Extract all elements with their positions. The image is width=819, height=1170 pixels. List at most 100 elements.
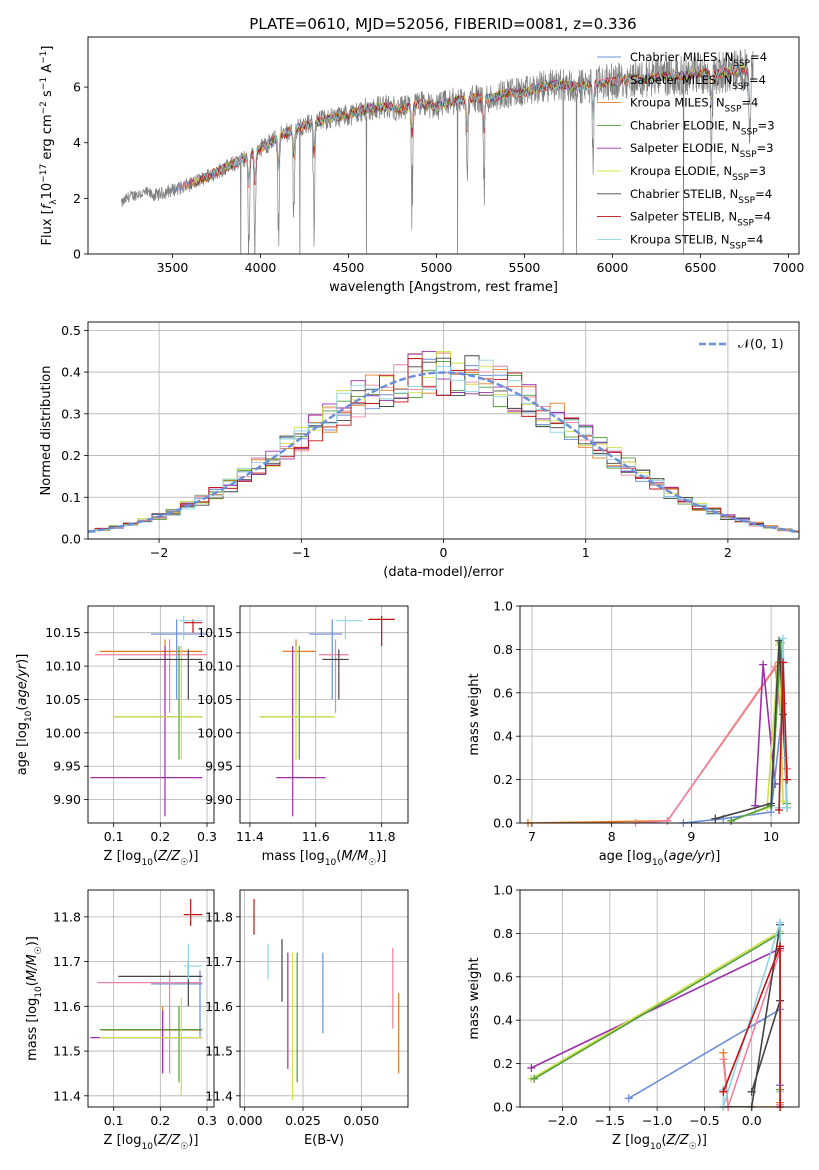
- y-tick-label: 4: [73, 135, 81, 150]
- legend-label: Salpeter ELODIE, NSSP=3: [630, 141, 773, 160]
- y-tick-label: 0.4: [493, 729, 513, 744]
- y-tick-label: 11.8: [53, 909, 81, 924]
- y-tick-label: 10.15: [45, 625, 81, 640]
- x-tick-label: 2: [724, 545, 732, 560]
- weight-marker: [779, 634, 788, 643]
- y-tick-label: 1.0: [493, 883, 513, 898]
- spectrum-legend: Chabrier MILES, NSSP=4 Salpeter MILES, NS…: [597, 50, 775, 251]
- legend-label: Chabrier ELODIE, NSSP=3: [630, 118, 775, 137]
- x-tick-label: 7: [528, 829, 536, 844]
- x-tick-label: 0.3: [197, 1113, 217, 1128]
- legend-label: Salpeter STELIB, NSSP=4: [630, 210, 771, 229]
- y-tick-label: 0.1: [61, 490, 81, 505]
- x-axis-label: Z [log10(Z/Z☉)]: [104, 1133, 199, 1152]
- y-tick-label: 0.3: [61, 406, 81, 421]
- axes-frame: [519, 889, 800, 1108]
- x-axis-label: (data-model)/error: [383, 565, 504, 580]
- x-tick-label: 0.3: [197, 829, 217, 844]
- age-vs-Z-panel: 0.1 0.2 0.3 9.90 9.95 10.00 10.05 10.10 10.15 Z […: [15, 605, 217, 868]
- x-tick-label: 11.6: [302, 829, 330, 844]
- y-tick-label: 9.90: [205, 792, 233, 807]
- y-tick-label: 0.4: [493, 1013, 513, 1028]
- y-tick-label: 0.5: [61, 323, 81, 338]
- weight-marker: [779, 710, 788, 719]
- y-tick-label: 0.8: [493, 642, 513, 657]
- weight-marker: [719, 1087, 728, 1096]
- weight-vs-age-panel: 7 8 9 10 0.0 0.2 0.4 0.6 0.8 1.0 age [log10(age/yr…: [467, 599, 800, 868]
- y-tick-label: 11.4: [53, 1088, 81, 1103]
- x-tick-label: 0.025: [285, 1113, 321, 1128]
- x-tick-label: 9: [687, 829, 695, 844]
- x-axis-label: mass [log10(M/M☉)]: [262, 849, 387, 868]
- x-axis-label: E(B-V): [304, 1133, 344, 1148]
- x-tick-label: 3500: [157, 260, 189, 275]
- y-tick-label: 10.15: [197, 625, 233, 640]
- weight-marker: [624, 1094, 633, 1103]
- weight-marker: [767, 799, 776, 808]
- legend-label: Kroupa MILES, NSSP=4: [630, 96, 758, 115]
- x-tick-label: 5500: [509, 260, 541, 275]
- y-tick-label: 0.2: [61, 448, 81, 463]
- y-tick-label: 0.8: [493, 926, 513, 941]
- figure-title: PLATE=0610, MJD=52056, FIBERID=0081, z=0…: [249, 15, 636, 33]
- x-tick-label: 4500: [333, 260, 365, 275]
- y-tick-label: 11.7: [205, 954, 233, 969]
- x-tick-label: 4000: [245, 260, 277, 275]
- weight-marker: [727, 816, 736, 825]
- x-tick-label: 0: [440, 545, 448, 560]
- y-tick-label: 11.7: [53, 954, 81, 969]
- y-tick-label: 10.05: [45, 692, 81, 707]
- y-tick-label: 0.2: [493, 1056, 513, 1071]
- y-tick-label: 0.0: [493, 1100, 513, 1115]
- x-tick-label: −2: [150, 545, 168, 560]
- x-tick-label: −2.0: [547, 1113, 577, 1128]
- x-axis-label: wavelength [Angstrom, rest frame]: [329, 280, 558, 295]
- y-tick-label: 2: [73, 191, 81, 206]
- y-tick-label: 0.0: [493, 816, 513, 831]
- legend-label: Kroupa STELIB, NSSP=4: [630, 232, 763, 251]
- y-tick-label: 1.0: [493, 599, 513, 614]
- legend-label: Chabrier STELIB, NSSP=4: [630, 187, 772, 206]
- weight-marker: [776, 918, 785, 927]
- histogram-step: [88, 360, 799, 533]
- axes-frame: [239, 889, 409, 1108]
- x-tick-label: 0.050: [343, 1113, 379, 1128]
- x-tick-label: 5000: [421, 260, 453, 275]
- weight-marker: [663, 816, 672, 825]
- axes-frame: [87, 321, 800, 540]
- x-tick-label: 0.2: [150, 1113, 170, 1128]
- x-tick-label: 0.000: [227, 1113, 263, 1128]
- y-tick-label: 10.00: [197, 725, 233, 740]
- age-vs-mass-panel: 11.4 11.6 11.8 9.90 9.95 10.00 10.05 10.10 10.15…: [197, 605, 409, 868]
- weight-marker: [530, 1074, 539, 1083]
- y-tick-label: 11.5: [53, 1044, 81, 1059]
- y-tick-label: 0: [73, 247, 81, 262]
- y-tick-label: 10.00: [45, 725, 81, 740]
- axes-frame: [519, 605, 800, 824]
- x-tick-label: 7000: [773, 260, 805, 275]
- weight-marker: [711, 814, 720, 823]
- x-tick-label: 0.0: [742, 1113, 762, 1128]
- legend-label: Kroupa ELODIE, NSSP=3: [630, 164, 766, 183]
- y-axis-label: age [log10(age/yr)]: [15, 654, 34, 776]
- weight-marker: [775, 805, 784, 814]
- weight-marker: [779, 658, 788, 667]
- axes-frame: [87, 36, 800, 255]
- weight-marker: [759, 660, 768, 669]
- weight-line: [527, 660, 788, 823]
- x-tick-label: 0.1: [104, 1113, 124, 1128]
- axes-frame: [87, 889, 215, 1108]
- histogram-step: [88, 358, 799, 533]
- legend-label: 𝒩(0, 1): [738, 336, 784, 351]
- weight-marker: [783, 803, 792, 812]
- x-tick-label: 11.8: [368, 829, 396, 844]
- y-axis-label: mass [log10(M/M☉)]: [25, 936, 44, 1061]
- y-tick-label: 11.4: [205, 1088, 233, 1103]
- y-tick-label: 9.95: [205, 759, 233, 774]
- x-tick-label: 6000: [597, 260, 629, 275]
- weight-line: [635, 664, 788, 823]
- spectrum-model-line: [202, 65, 750, 186]
- x-tick-label: −1.5: [595, 1113, 625, 1128]
- y-tick-label: 0.2: [493, 772, 513, 787]
- x-tick-label: 0.1: [104, 829, 124, 844]
